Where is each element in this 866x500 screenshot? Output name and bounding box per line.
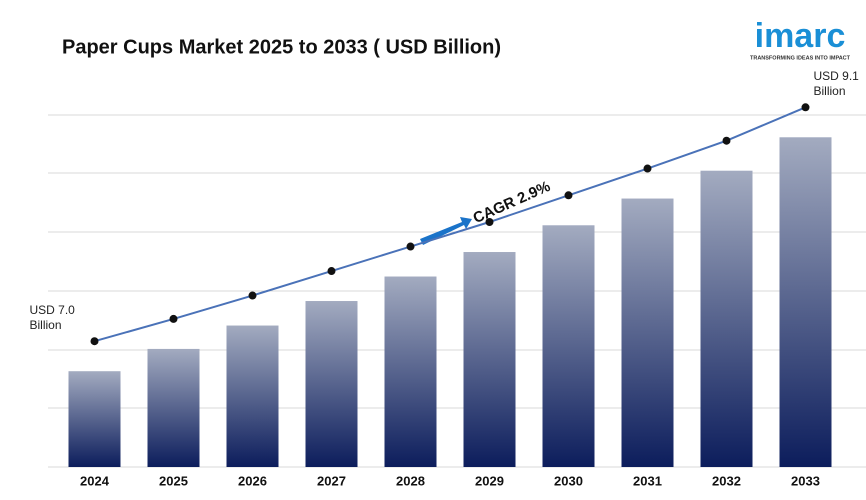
chart-title: Paper Cups Market 2025 to 2033 ( USD Bil… [62,36,501,58]
trend-dot [406,242,415,251]
bar [384,276,437,467]
logo-tagline: TRANSFORMING IDEAS INTO IMPACT [750,55,851,61]
trend-dot [722,136,731,145]
cagr-label: CAGR 2.9% [471,178,553,227]
trend-dot [90,337,99,346]
bar [542,225,595,467]
x-tick-label: 2029 [475,473,504,488]
value-label: USD 9.1 Billion [813,69,859,99]
bar [305,301,358,467]
bar [68,371,121,467]
x-tick-label: 2028 [396,473,425,488]
bar [147,348,200,467]
value-label: USD 7.0 Billion [29,303,75,333]
trend-dot [327,267,336,276]
trend-dot [801,103,810,112]
x-tick-label: 2024 [80,473,110,488]
trend-dot [485,218,494,227]
trend-dot [169,314,178,323]
x-tick-label: 2027 [317,473,346,488]
x-tick-label: 2033 [791,473,820,488]
x-tick-label: 2030 [554,473,583,488]
trend-line [94,106,806,343]
x-tick-label: 2026 [238,473,267,488]
cagr-arrow [420,217,472,245]
logo-name: imarc [755,17,846,55]
bar [779,137,832,467]
trend-dot [248,291,257,300]
bar [463,252,516,467]
trend-dot [564,191,573,200]
x-tick-label: 2031 [633,473,662,488]
bar [621,198,674,467]
x-tick-label: 2025 [159,473,188,488]
x-tick-label: 2032 [712,473,741,488]
bar [226,325,279,467]
trend-dot [643,164,652,173]
bar [700,170,753,467]
